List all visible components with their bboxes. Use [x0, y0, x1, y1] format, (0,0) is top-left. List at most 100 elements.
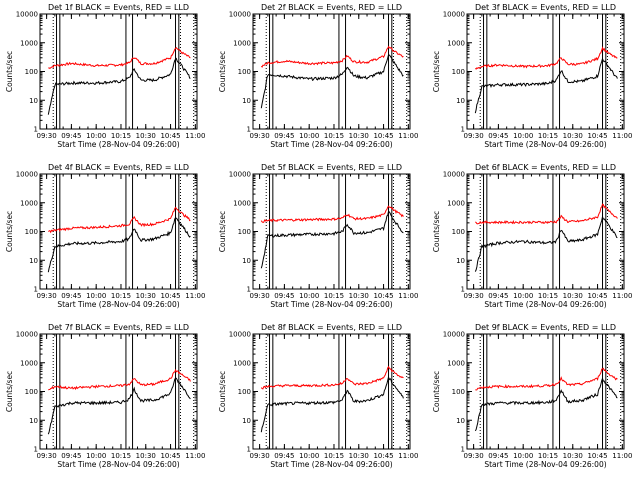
- y-tick-label: 1000: [233, 39, 251, 47]
- panel-title: Det 2f BLACK = Events, RED = LLD: [261, 3, 402, 12]
- x-axis-label: Start Time (28-Nov-04 09:26:00): [57, 140, 179, 149]
- x-tick-label: 09:45: [488, 132, 508, 140]
- x-tick-label: 09:30: [250, 452, 270, 460]
- y-tick-label: 10: [29, 417, 38, 425]
- x-tick-label: 10:45: [373, 132, 393, 140]
- y-tick-label: 100: [238, 228, 251, 236]
- y-tick-label: 100: [452, 68, 465, 76]
- x-tick-label: 10:15: [324, 292, 344, 300]
- x-tick-label: 09:45: [488, 292, 508, 300]
- x-tick-label: 10:45: [587, 452, 607, 460]
- plot-frame: [466, 333, 625, 450]
- y-tick-label: 10000: [16, 11, 38, 19]
- y-tick-label: 1: [461, 286, 465, 294]
- x-tick-label: 10:30: [349, 292, 369, 300]
- plot-frame: [39, 13, 198, 130]
- x-tick-label: 11:00: [185, 132, 205, 140]
- x-tick-label: 09:45: [61, 452, 81, 460]
- x-tick-label: 11:00: [612, 132, 632, 140]
- y-tick-label: 10: [456, 417, 465, 425]
- lld-series-line: [48, 368, 191, 391]
- panel-det-6: Det 6f BLACK = Events, RED = LLD 1 10 100 10…: [432, 163, 632, 309]
- x-tick-label: 10:45: [160, 452, 180, 460]
- panel-det-1: Det 1f BLACK = Events, RED = LLD 1 10 100 10…: [5, 3, 205, 149]
- x-tick-label: 10:00: [513, 292, 533, 300]
- x-tick-label: 10:15: [324, 132, 344, 140]
- y-tick-label: 10000: [229, 171, 251, 179]
- x-tick-label: 10:15: [324, 452, 344, 460]
- x-tick-label: 09:45: [61, 292, 81, 300]
- panel-det-4: Det 4f BLACK = Events, RED = LLD 1 10 100 10…: [5, 163, 205, 309]
- events-series-line: [47, 216, 191, 273]
- y-tick-label: 10: [242, 417, 251, 425]
- events-series-line: [260, 210, 404, 269]
- panel-title: Det 4f BLACK = Events, RED = LLD: [48, 163, 189, 172]
- y-tick-label: 1000: [233, 359, 251, 367]
- x-axis-label: Start Time (28-Nov-04 09:26:00): [270, 300, 392, 309]
- panel-title: Det 7f BLACK = Events, RED = LLD: [48, 323, 189, 332]
- x-tick-label: 10:00: [513, 452, 533, 460]
- events-series-line: [47, 57, 191, 115]
- panel-det-7: Det 7f BLACK = Events, RED = LLD 1 10 100 10…: [5, 323, 205, 469]
- x-tick-label: 10:30: [136, 292, 156, 300]
- x-tick-label: 10:15: [538, 452, 558, 460]
- x-tick-label: 09:45: [274, 452, 294, 460]
- y-tick-label: 1: [247, 446, 251, 454]
- y-tick-label: 10000: [443, 11, 465, 19]
- x-tick-label: 11:00: [185, 452, 205, 460]
- y-axis-label: Counts/sec: [432, 51, 441, 92]
- x-tick-label: 10:15: [538, 132, 558, 140]
- events-series-line: [260, 54, 404, 109]
- x-tick-label: 09:30: [37, 292, 57, 300]
- panel-title: Det 6f BLACK = Events, RED = LLD: [475, 163, 616, 172]
- events-series-line: [474, 56, 618, 114]
- x-tick-label: 10:45: [587, 292, 607, 300]
- y-axis-label: Counts/sec: [5, 211, 14, 252]
- panel-det-5: Det 5f BLACK = Events, RED = LLD 1 10 100 10…: [218, 163, 418, 309]
- y-tick-label: 1: [34, 446, 38, 454]
- panel-title: Det 3f BLACK = Events, RED = LLD: [475, 3, 616, 12]
- x-tick-label: 09:30: [37, 132, 57, 140]
- x-tick-label: 10:30: [136, 132, 156, 140]
- y-tick-label: 1: [34, 286, 38, 294]
- panel-title: Det 1f BLACK = Events, RED = LLD: [48, 3, 189, 12]
- x-tick-label: 09:45: [488, 452, 508, 460]
- y-tick-label: 100: [238, 388, 251, 396]
- x-tick-label: 11:00: [398, 452, 418, 460]
- y-axis-label: Counts/sec: [432, 211, 441, 252]
- y-tick-label: 1: [461, 126, 465, 134]
- panel-det-9: Det 9f BLACK = Events, RED = LLD 1 10 100 10…: [432, 323, 632, 469]
- x-tick-label: 10:30: [563, 132, 583, 140]
- lld-series-line: [48, 47, 191, 70]
- y-tick-label: 1000: [447, 359, 465, 367]
- lld-series-line: [260, 45, 404, 68]
- y-tick-label: 10000: [16, 171, 38, 179]
- x-tick-label: 10:30: [349, 452, 369, 460]
- y-tick-label: 10000: [229, 11, 251, 19]
- plot-frame: [252, 333, 411, 450]
- x-axis-label: Start Time (28-Nov-04 09:26:00): [57, 460, 179, 469]
- x-tick-label: 09:30: [464, 452, 484, 460]
- x-tick-label: 10:00: [86, 292, 106, 300]
- events-series-line: [47, 377, 191, 435]
- x-axis-label: Start Time (28-Nov-04 09:26:00): [484, 140, 606, 149]
- x-tick-label: 10:00: [299, 132, 319, 140]
- x-tick-label: 10:45: [160, 132, 180, 140]
- plot-frame: [252, 13, 411, 130]
- y-tick-label: 1: [34, 126, 38, 134]
- y-tick-label: 10: [242, 97, 251, 105]
- y-tick-label: 100: [238, 68, 251, 76]
- plot-frame: [39, 173, 198, 290]
- x-tick-label: 10:30: [349, 132, 369, 140]
- y-tick-label: 1: [461, 446, 465, 454]
- lld-series-line: [474, 46, 618, 70]
- x-tick-label: 10:15: [111, 132, 131, 140]
- x-tick-label: 10:00: [299, 452, 319, 460]
- x-tick-label: 10:15: [111, 452, 131, 460]
- panel-title: Det 9f BLACK = Events, RED = LLD: [475, 323, 616, 332]
- y-tick-label: 1000: [20, 359, 38, 367]
- plot-frame: [466, 173, 625, 290]
- y-tick-label: 10: [29, 97, 38, 105]
- y-tick-label: 10000: [443, 171, 465, 179]
